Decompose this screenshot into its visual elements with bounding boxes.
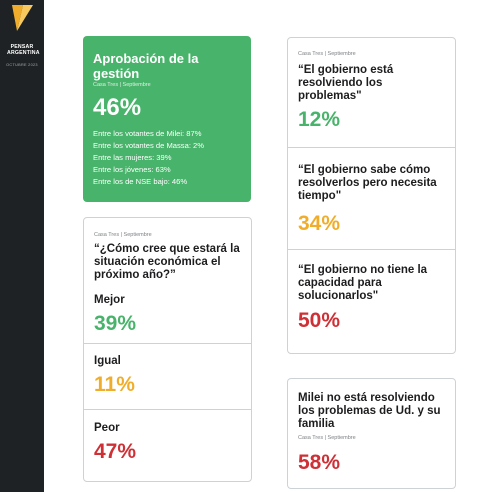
approval-card: Aprobación de la gestión Casa Tres | Sep… [83, 36, 251, 202]
approval-title: Aprobación de la gestión [93, 51, 199, 81]
option-value-igual: 11% [94, 373, 135, 396]
economy-source: Casa Tres | Septiembre [94, 232, 152, 238]
breakdown-item: Entre las mujeres: 39% [93, 153, 172, 162]
economy-card: Casa Tres | Septiembre “¿Cómo cree que e… [83, 217, 252, 482]
approval-breakdown: Entre los votantes de Milei: 87% Entre l… [93, 128, 204, 188]
option-label-peor: Peor [94, 422, 120, 434]
breakdown-item: Entre los de NSE bajo: 46% [93, 177, 188, 186]
brand-name: PENSAR ARGENTINA [7, 44, 40, 56]
milei-source: Casa Tres | Septiembre [298, 435, 356, 441]
milei-card: Milei no está resolviendo los problemas … [287, 378, 456, 489]
milei-statement: Milei no está resolviendo los problemas … [298, 392, 441, 430]
divider [84, 409, 251, 410]
economy-question: “¿Cómo cree que estará la situación econ… [94, 243, 240, 281]
option-label-mejor: Mejor [94, 294, 125, 306]
quote-sin-capacidad: “El gobierno no tiene la capacidad para … [298, 264, 428, 302]
breakdown-item: Entre los votantes de Milei: 87% [93, 129, 202, 138]
option-value-mejor: 39% [94, 312, 137, 335]
government-source: Casa Tres | Septiembre [298, 51, 356, 57]
approval-source: Casa Tres | Septiembre [93, 82, 151, 88]
sidebar: PENSAR ARGENTINA OCTUBRE 2023 [0, 0, 44, 492]
brand-logo-icon [12, 5, 33, 31]
breakdown-item: Entre los votantes de Massa: 2% [93, 141, 205, 150]
quote-necesita-tiempo: “El gobierno sabe cómo resolverlos pero … [298, 164, 437, 202]
value-resolviendo: 12% [298, 108, 341, 131]
divider [288, 249, 455, 250]
government-card: Casa Tres | Septiembre “El gobierno está… [287, 37, 456, 354]
option-label-igual: Igual [94, 355, 121, 367]
value-sin-capacidad: 50% [298, 309, 341, 332]
approval-value: 46% [93, 94, 142, 121]
value-necesita-tiempo: 34% [298, 212, 341, 235]
milei-value: 58% [298, 451, 341, 474]
breakdown-item: Entre los jóvenes: 63% [93, 165, 171, 174]
brand-date: OCTUBRE 2023 [6, 63, 38, 67]
divider [84, 343, 251, 344]
divider [288, 147, 455, 148]
quote-resolviendo: “El gobierno está resolviendo los proble… [298, 64, 394, 102]
option-value-peor: 47% [94, 440, 137, 463]
